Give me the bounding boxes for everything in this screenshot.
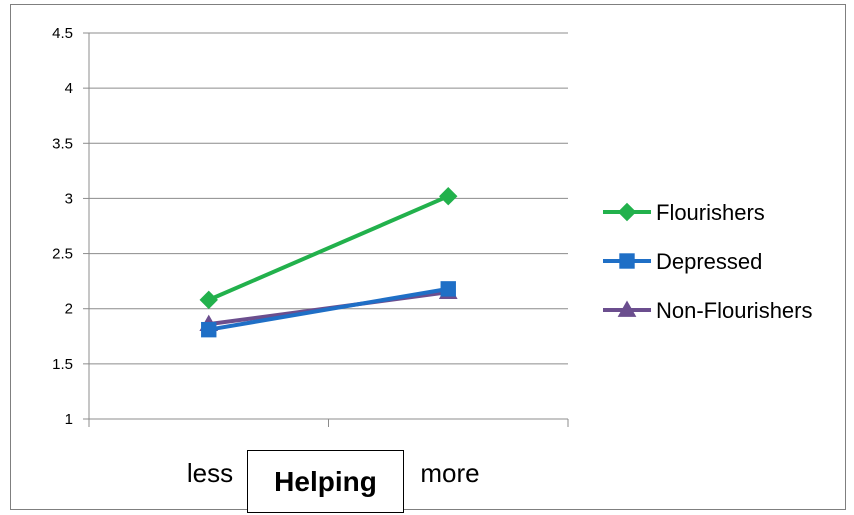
y-tick-label: 4.5 (52, 25, 73, 42)
series-line (208, 286, 449, 332)
y-tick-label: 2 (65, 301, 73, 318)
legend-marker (617, 202, 637, 222)
x-category-labels: less more (187, 458, 480, 488)
y-tick-label: 3 (65, 190, 73, 207)
legend: Flourishers Depressed Non-Flourishers (603, 200, 813, 323)
legend-marker (617, 300, 637, 317)
y-tick-labels: 1 1.5 2 2.5 3 3.5 4 4.5 (52, 25, 73, 428)
x-category-label: less (187, 458, 233, 488)
legend-item-flourishers: Flourishers (603, 200, 765, 225)
y-tick-label: 1.5 (52, 356, 73, 373)
y-tick-label: 4 (65, 80, 73, 97)
legend-label: Flourishers (656, 200, 765, 225)
x-axis-title-box: Helping (247, 450, 404, 513)
series-depressed (201, 281, 456, 338)
y-tick-label: 3.5 (52, 135, 73, 152)
data-point (439, 187, 458, 206)
gridlines (89, 32, 568, 365)
legend-marker (619, 253, 635, 269)
legend-label: Depressed (656, 249, 762, 274)
axes (83, 32, 569, 427)
data-point (199, 290, 218, 310)
data-point (201, 321, 217, 338)
series (199, 187, 458, 338)
series-line (207, 194, 450, 302)
x-axis-title: Helping (274, 465, 377, 497)
legend-item-non-flourishers: Non-Flourishers (603, 298, 813, 323)
y-tick-label: 1 (65, 411, 73, 428)
data-point (440, 281, 456, 297)
y-tick-label: 2.5 (52, 246, 73, 263)
series-flourishers (199, 187, 458, 310)
x-category-label: more (420, 458, 479, 488)
legend-label: Non-Flourishers (656, 298, 813, 323)
legend-item-depressed: Depressed (603, 249, 762, 274)
